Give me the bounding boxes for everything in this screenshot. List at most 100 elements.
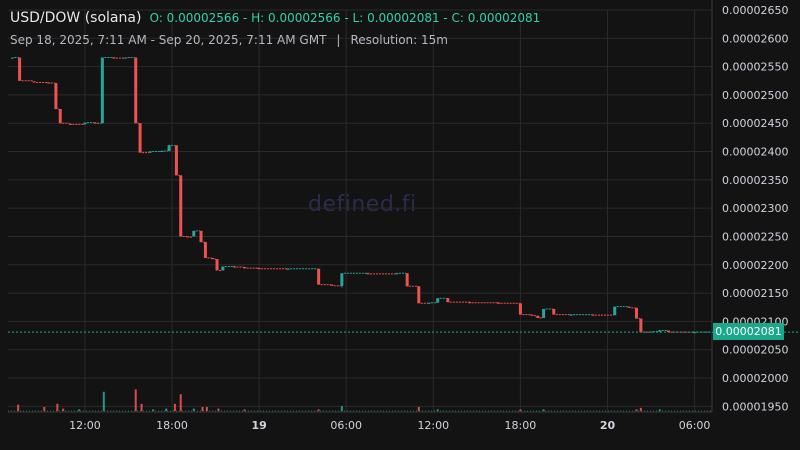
y-tick-label: 0.00002500: [722, 89, 788, 102]
volume-bar: [173, 403, 176, 411]
candle-body: [635, 307, 639, 319]
volume-bar: [78, 409, 81, 411]
candle-body: [436, 298, 440, 303]
candle-body: [203, 242, 207, 258]
x-tick-label: 06:00: [679, 419, 711, 432]
candle-body: [211, 257, 215, 260]
candle-body: [174, 145, 178, 176]
volume-bar: [165, 408, 168, 411]
volume-bar: [102, 391, 105, 411]
time-range: Sep 18, 2025, 7:11 AM - Sep 20, 2025, 7:…: [10, 33, 327, 47]
x-tick-label: 12:00: [69, 419, 101, 432]
volume-bar: [205, 407, 208, 411]
candle-body: [83, 122, 87, 125]
candle-body: [395, 273, 399, 275]
candle-body: [417, 286, 421, 304]
candle-body: [47, 82, 51, 84]
y-tick-label: 0.00002000: [722, 372, 788, 385]
volume-bar: [519, 409, 522, 411]
x-tick-label: 18:00: [156, 419, 188, 432]
candle-body: [286, 268, 290, 270]
x-tick-label: 06:00: [330, 419, 362, 432]
pair-name: USD/DOW (solana): [10, 10, 142, 26]
candle-body: [569, 314, 573, 316]
volume-bar: [217, 408, 220, 411]
volume-bar: [542, 409, 545, 411]
candle-body: [10, 57, 14, 59]
volume-bar: [192, 408, 195, 411]
chart-header: USD/DOW (solana) O: 0.00002566 - H: 0.00…: [10, 10, 540, 26]
candle-body: [446, 298, 450, 303]
candle-body: [613, 306, 617, 316]
candle-body: [112, 57, 116, 59]
separator: |: [336, 33, 341, 47]
x-tick-label: 19: [251, 419, 266, 432]
y-tick-label: 0.00002400: [722, 146, 788, 159]
candle-body: [591, 314, 595, 316]
volume-bar: [56, 403, 59, 411]
candle-body: [317, 268, 321, 285]
volume-bar: [417, 407, 420, 411]
candle-body: [340, 273, 344, 286]
candle-body: [536, 315, 540, 319]
volume-bar: [639, 407, 642, 411]
candle-body: [148, 151, 152, 153]
volume-bar: [317, 409, 320, 411]
volume-bar: [62, 408, 65, 411]
candle-body: [530, 314, 534, 316]
candle-body: [32, 81, 36, 83]
volume-bar: [436, 409, 439, 411]
candle-body: [192, 230, 196, 237]
candle-body: [649, 331, 653, 333]
candle-body: [693, 332, 697, 334]
y-tick-label: 0.00002300: [722, 202, 788, 215]
candle-body: [138, 123, 142, 153]
candle-body: [221, 266, 225, 271]
candle-body: [658, 330, 662, 332]
candle-body: [243, 267, 247, 269]
last-price-tag: 0.00002081: [713, 323, 784, 340]
candle-body: [427, 302, 431, 304]
candle-body: [257, 268, 261, 270]
candle-body: [518, 303, 522, 315]
x-tick-label: 18:00: [505, 419, 537, 432]
y-tick-label: 0.00002650: [722, 4, 788, 17]
y-tick-label: 0.00002200: [722, 259, 788, 272]
candle-body: [666, 330, 670, 333]
candle-body: [100, 57, 104, 124]
candle-body: [468, 302, 472, 304]
volume-bar: [17, 404, 20, 411]
candle-body: [542, 308, 546, 319]
candle-body: [68, 123, 72, 125]
candle-body: [497, 302, 501, 304]
resolution-label: Resolution: 15m: [350, 33, 448, 47]
x-tick-label: 20: [600, 419, 616, 432]
candle-body: [58, 109, 62, 124]
volume-bar: [140, 403, 143, 411]
y-tick-label: 0.00002350: [722, 174, 788, 187]
candle-body: [330, 284, 334, 286]
candle-body: [639, 318, 643, 333]
volume-bar: [201, 407, 204, 411]
candle-body: [93, 122, 97, 124]
candle-body: [160, 150, 164, 152]
candle-body: [366, 273, 370, 275]
y-tick-label: 0.00002050: [722, 344, 788, 357]
y-tick-label: 0.00002600: [722, 32, 788, 45]
candle-body: [552, 308, 556, 315]
volume-bar: [43, 407, 46, 411]
volume-bar: [152, 409, 155, 411]
candle-body: [186, 236, 190, 238]
chart-subheader: Sep 18, 2025, 7:11 AM - Sep 20, 2025, 7:…: [10, 33, 448, 47]
candle-body: [199, 230, 203, 243]
volume-bar: [658, 409, 661, 411]
volume-bar: [243, 409, 246, 411]
candle-body: [215, 259, 219, 271]
candle-body: [18, 57, 22, 81]
x-tick-label: 12:00: [417, 419, 449, 432]
y-tick-label: 0.00002150: [722, 287, 788, 300]
ohlc-readout: O: 0.00002566 - H: 0.00002566 - L: 0.000…: [149, 11, 541, 25]
candle-body: [54, 83, 58, 110]
